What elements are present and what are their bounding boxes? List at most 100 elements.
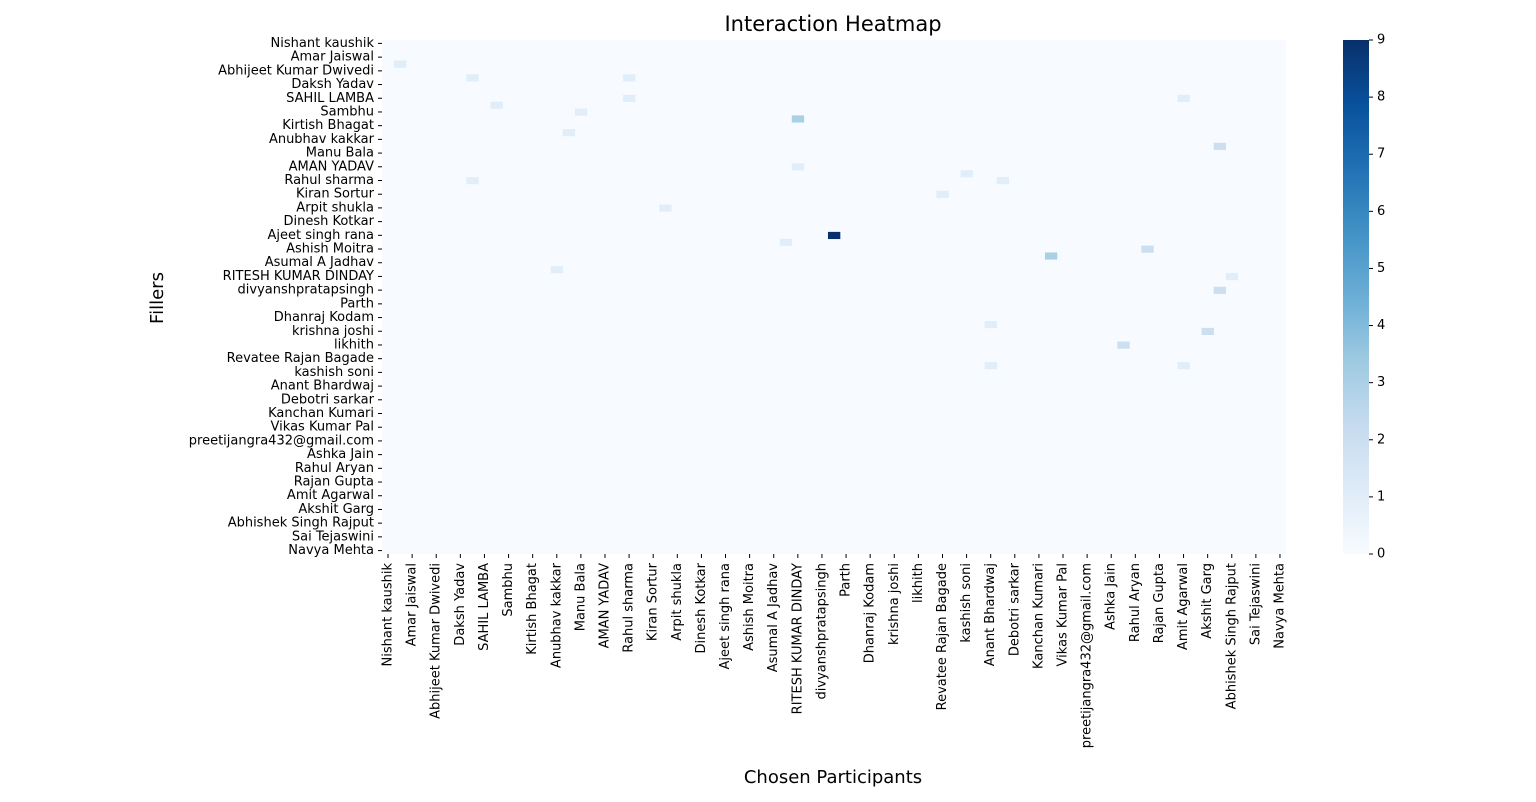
x-tick-label: Vikas Kumar Pal xyxy=(1056,563,1071,666)
x-tick-label: Rahul Aryan xyxy=(1128,563,1143,642)
heatmap-cell xyxy=(1213,286,1227,294)
x-tick-label: likhith xyxy=(911,563,926,603)
y-tick-label: kashish soni xyxy=(294,365,374,380)
y-tick-label: RITESH KUMAR DINDAY xyxy=(223,269,374,284)
y-tick-label: Kiran Sortur xyxy=(296,187,375,202)
heatmap-cell xyxy=(1177,362,1190,370)
x-tick-label: SAHIL LAMBA xyxy=(477,563,492,651)
colorbar-gradient xyxy=(1343,40,1369,554)
heatmap-cell xyxy=(1225,273,1239,281)
y-tick-label: Ashka Jain xyxy=(307,447,374,462)
x-tick-label: Dinesh Kotkar xyxy=(694,562,709,653)
y-tick-label: Rahul sharma xyxy=(284,173,374,188)
colorbar-tick-label: 1 xyxy=(1377,489,1385,504)
x-tick-label: Kirtish Bhagat xyxy=(525,563,540,655)
y-axis-label: Fillers xyxy=(147,272,168,324)
heatmap-cell xyxy=(394,60,407,68)
y-tick-label: Dhanraj Kodam xyxy=(274,310,374,325)
heatmap-cell xyxy=(466,177,479,185)
heatmap-cell xyxy=(574,108,588,116)
y-tick-label: Nishant kaushik xyxy=(271,36,375,51)
heatmap-cell xyxy=(827,231,841,240)
heatmap-cell xyxy=(562,129,576,137)
y-tick-label: Daksh Yadav xyxy=(291,77,374,92)
x-tick-label: AMAN YADAV xyxy=(597,563,612,649)
y-tick-label: Rajan Gupta xyxy=(294,475,374,490)
x-tick-label: Abhishek Singh Rajput xyxy=(1224,563,1239,709)
x-tick-label: Nishant kaushik xyxy=(381,563,396,667)
colorbar-tick-label: 2 xyxy=(1377,432,1385,447)
colorbar-tick-label: 0 xyxy=(1377,547,1385,562)
heatmap-cell xyxy=(1117,341,1130,349)
y-tick-label: Akshit Garg xyxy=(298,502,374,517)
heatmap-cell xyxy=(996,177,1010,185)
x-tick-label: kashish soni xyxy=(959,563,974,643)
x-tick-label: Manu Bala xyxy=(573,563,588,631)
y-tick-label: likhith xyxy=(334,337,374,352)
colorbar-tick-label: 4 xyxy=(1377,318,1385,333)
y-tick-label: Manu Bala xyxy=(306,146,374,161)
y-tick-label: Amar Jaiswal xyxy=(291,50,374,65)
y-tick-label: Sambhu xyxy=(320,104,374,119)
heatmap-cell xyxy=(791,163,805,171)
x-tick-label: Anubhav kakkar xyxy=(549,562,564,668)
heatmap-cells xyxy=(394,60,1239,370)
x-tick-label: Revatee Rajan Bagade xyxy=(935,563,950,710)
heatmap-cell xyxy=(1213,142,1227,150)
x-tick-label: Akshit Garg xyxy=(1200,563,1215,639)
y-tick-label: Debotri sarkar xyxy=(281,392,375,407)
heatmap-cell xyxy=(623,94,636,102)
heatmap-cell xyxy=(1201,327,1214,335)
y-tick-label: divyanshpratapsingh xyxy=(238,283,374,298)
y-tick-label: Kirtish Bhagat xyxy=(282,118,374,133)
x-tick-label: Amit Agarwal xyxy=(1176,563,1191,650)
colorbar-tick-label: 5 xyxy=(1377,261,1385,276)
y-tick-label: Parth xyxy=(340,296,374,311)
y-tick-label: krishna joshi xyxy=(292,324,374,339)
y-tick-label: Amit Agarwal xyxy=(287,488,374,503)
x-tick-label: Amar Jaiswal xyxy=(405,563,420,646)
x-tick-label: Daksh Yadav xyxy=(453,563,468,646)
y-tick-label: Asumal A Jadhav xyxy=(265,255,375,270)
colorbar-tick-label: 7 xyxy=(1377,147,1385,162)
x-tick-label: Kiran Sortur xyxy=(646,562,661,641)
heatmap-cell xyxy=(936,190,949,198)
heatmap-plot-area xyxy=(382,40,1286,554)
y-tick-labels: Nishant kaushik Amar Jaiswal Abhijeet Ku… xyxy=(189,36,382,558)
colorbar: 0 1 2 3 4 5 6 7 8 9 xyxy=(1343,33,1385,562)
x-tick-label: Ashka Jain xyxy=(1104,563,1119,630)
heatmap-background xyxy=(382,40,1286,554)
y-tick-label: Ajeet singh rana xyxy=(268,228,375,243)
x-tick-label: divyanshpratapsingh xyxy=(814,563,829,699)
y-tick-label: Navya Mehta xyxy=(288,543,374,558)
heatmap-cell xyxy=(490,101,503,109)
y-tick-label: Vikas Kumar Pal xyxy=(271,420,374,435)
x-tick-label: Ashish Moitra xyxy=(742,563,757,651)
heatmap-cell xyxy=(984,362,998,370)
x-tick-label: Arpit shukla xyxy=(670,563,685,641)
heatmap-cell xyxy=(984,320,998,329)
x-tick-label: Ajeet singh rana xyxy=(718,563,733,670)
y-tick-label: Rahul Aryan xyxy=(295,461,374,476)
heatmap-cell xyxy=(960,170,973,178)
y-tick-label: Ashish Moitra xyxy=(286,242,374,257)
x-tick-label: krishna joshi xyxy=(887,563,902,645)
heatmap-cell xyxy=(623,74,636,82)
heatmap-cell xyxy=(659,204,672,212)
y-tick-label: SAHIL LAMBA xyxy=(286,91,374,106)
heatmap-cell xyxy=(791,115,805,123)
heatmap-cell xyxy=(1141,245,1154,253)
x-tick-label: RITESH KUMAR DINDAY xyxy=(790,563,805,714)
heatmap-cell xyxy=(1044,252,1058,260)
y-tick-label: Revatee Rajan Bagade xyxy=(227,351,374,366)
x-tick-label: Rajan Gupta xyxy=(1152,563,1167,643)
colorbar-ticks: 0 1 2 3 4 5 6 7 8 9 xyxy=(1369,33,1385,562)
x-tick-label: preetijangra432@gmail.com xyxy=(1080,563,1095,748)
y-tick-label: AMAN YADAV xyxy=(289,159,375,174)
chart-title: Interaction Heatmap xyxy=(724,12,941,36)
x-tick-label: Sai Tejaswini xyxy=(1248,563,1263,645)
x-tick-label: Sambhu xyxy=(501,563,516,617)
x-tick-label: Abhijeet Kumar Dwivedi xyxy=(429,563,444,719)
y-tick-label: Anubhav kakkar xyxy=(269,132,375,147)
